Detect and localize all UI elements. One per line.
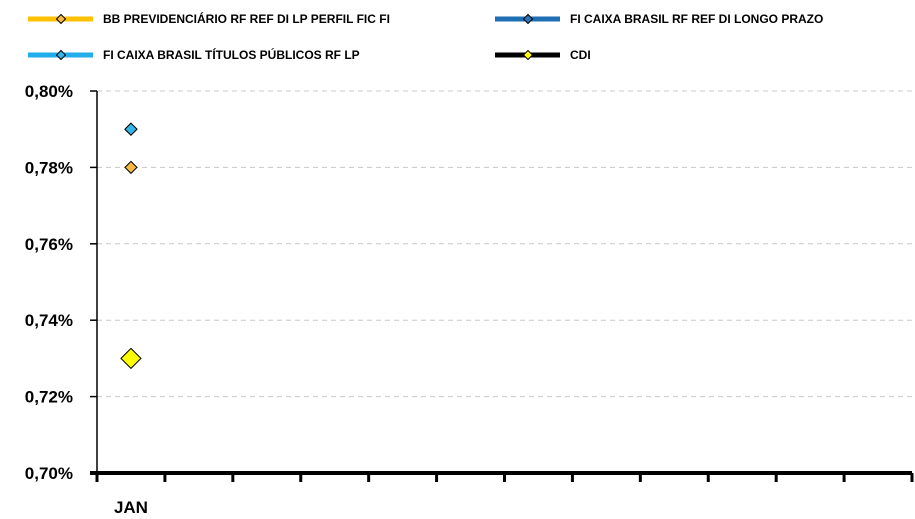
x-tick-label: JAN <box>114 498 148 517</box>
y-tick-label: 0,76% <box>25 235 73 254</box>
y-tick-label: 0,72% <box>25 388 73 407</box>
legend-item: FI CAIXA BRASIL TÍTULOS PÚBLICOS RF LP <box>28 47 360 62</box>
legend-item: CDI <box>495 48 591 62</box>
legend-label: FI CAIXA BRASIL TÍTULOS PÚBLICOS RF LP <box>103 47 360 62</box>
y-axis-ticks: 0,70% 0,72% 0,74% 0,76% 0,78% 0,80% <box>25 82 97 483</box>
legend-swatch-marker <box>522 13 534 25</box>
grid <box>97 90 912 398</box>
legend-swatch-marker <box>55 13 67 25</box>
x-axis-ticks: JAN <box>95 473 914 517</box>
legend-label: CDI <box>570 48 591 62</box>
y-tick-label: 0,80% <box>25 82 73 101</box>
y-tick-label: 0,70% <box>25 464 73 483</box>
legend-label: FI CAIXA BRASIL RF REF DI LONGO PRAZO <box>570 12 823 26</box>
axes <box>90 91 912 475</box>
data-point-bb-previdenci-rio-rf-ref-di-lp-perfil-fic-fi <box>124 160 138 175</box>
legend-item: FI CAIXA BRASIL RF REF DI LONGO PRAZO <box>495 12 823 26</box>
legend-item: BB PREVIDENCIÁRIO RF REF DI LP PERFIL FI… <box>28 11 390 26</box>
legend-label: BB PREVIDENCIÁRIO RF REF DI LP PERFIL FI… <box>103 11 390 26</box>
data-point-cdi <box>120 347 142 370</box>
y-tick-label: 0,74% <box>25 311 73 330</box>
legend-swatch-marker <box>55 49 67 61</box>
data-point-fi-caixa-brasil-t-tulos-p-blicos-rf-lp <box>124 122 138 136</box>
y-tick-label: 0,78% <box>25 158 73 177</box>
data-marks <box>120 122 142 370</box>
legend-swatch-marker <box>522 49 534 61</box>
legend: BB PREVIDENCIÁRIO RF REF DI LP PERFIL FI… <box>28 11 823 62</box>
